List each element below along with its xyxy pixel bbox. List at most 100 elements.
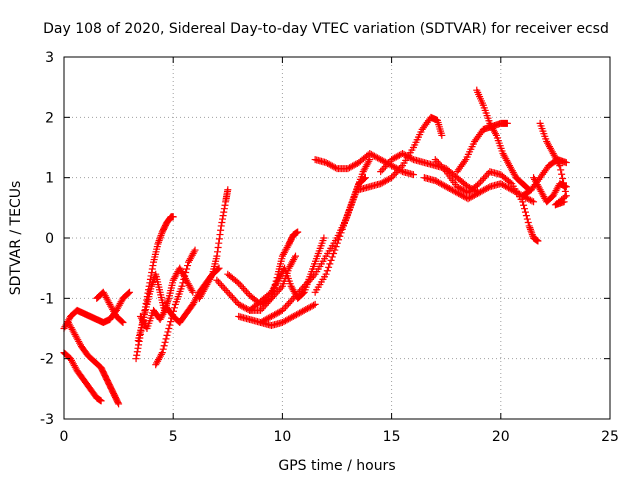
data-point: [303, 279, 311, 287]
data-point: [431, 177, 439, 185]
data-point: [453, 189, 461, 197]
data-point: [300, 306, 308, 314]
series-arc-25: [536, 119, 570, 209]
chart-title: Day 108 of 2020, Sidereal Day-to-day VTE…: [43, 21, 609, 37]
data-point: [525, 195, 533, 203]
data-point: [275, 308, 283, 316]
series-arc-7: [136, 264, 223, 332]
data-point: [559, 175, 567, 183]
data-point: [392, 168, 400, 176]
data-point: [526, 196, 534, 204]
data-point: [244, 290, 252, 298]
data-point: [296, 287, 304, 295]
data-point: [208, 272, 216, 280]
data-point: [480, 175, 488, 183]
data-point: [292, 291, 300, 299]
data-point: [455, 190, 463, 198]
data-point: [458, 185, 466, 193]
data-point: [324, 159, 332, 167]
data-point: [473, 181, 481, 189]
data-point: [480, 186, 488, 194]
data-point: [180, 275, 188, 283]
data-point: [400, 150, 408, 158]
data-point: [132, 355, 140, 363]
data-point: [325, 160, 333, 168]
data-point: [215, 239, 223, 247]
data-point: [456, 184, 464, 192]
y-tick-label: -1: [40, 291, 54, 307]
data-point: [481, 185, 489, 193]
data-point: [220, 205, 228, 213]
data-point: [233, 278, 241, 286]
data-point: [520, 201, 528, 209]
data-point: [377, 156, 385, 164]
data-point: [257, 318, 265, 326]
data-point: [366, 150, 374, 158]
data-point: [484, 169, 492, 177]
data-point: [241, 304, 249, 312]
data-point: [158, 349, 166, 357]
data-point: [133, 348, 141, 356]
data-point: [155, 238, 163, 246]
data-point: [239, 284, 247, 292]
data-point: [218, 215, 226, 223]
data-point: [267, 312, 275, 320]
data-point: [266, 313, 274, 321]
data-point: [133, 351, 141, 359]
data-point: [347, 163, 355, 171]
data-point: [323, 267, 331, 275]
data-point: [527, 227, 535, 235]
data-point: [238, 302, 246, 310]
data-point: [213, 276, 221, 284]
data-point: [405, 153, 413, 161]
data-point: [148, 268, 156, 276]
data-point: [433, 178, 441, 186]
series-arc-21: [453, 119, 511, 176]
data-point: [441, 182, 449, 190]
x-tick-label: 20: [492, 429, 510, 445]
data-point: [218, 281, 226, 289]
data-point: [258, 318, 266, 326]
data-point: [271, 311, 279, 319]
data-point: [560, 198, 568, 206]
data-point: [374, 154, 382, 162]
data-point: [530, 198, 538, 206]
data-point: [561, 187, 569, 195]
data-point: [392, 153, 400, 161]
data-point: [302, 281, 310, 289]
data-point: [261, 316, 269, 324]
data-point: [284, 242, 292, 250]
data-point: [222, 287, 230, 295]
data-point: [481, 173, 489, 181]
series-arc-18: [377, 150, 483, 197]
data-point: [221, 201, 229, 209]
data-point: [169, 311, 177, 319]
data-point: [360, 175, 368, 183]
data-point: [285, 300, 293, 308]
data-point: [403, 152, 411, 160]
data-point: [556, 162, 564, 170]
data-point: [330, 163, 338, 171]
data-point: [232, 297, 240, 305]
data-point: [286, 298, 294, 306]
data-point: [162, 335, 170, 343]
data-point: [288, 296, 296, 304]
series-arc-2: [60, 349, 105, 405]
series-arc-3: [64, 318, 123, 408]
data-point: [164, 296, 172, 304]
data-point: [365, 157, 373, 165]
data-point: [302, 306, 310, 314]
data-point: [134, 344, 142, 352]
data-point: [434, 159, 442, 167]
data-point: [384, 175, 392, 183]
data-point: [461, 157, 469, 165]
data-point: [320, 234, 328, 242]
data-point: [224, 186, 232, 194]
data-point: [160, 342, 168, 350]
data-point: [394, 152, 402, 160]
data-point: [224, 288, 232, 296]
data-point: [391, 163, 399, 171]
data-point: [467, 193, 475, 201]
data-point: [521, 205, 529, 213]
data-point: [381, 177, 389, 185]
